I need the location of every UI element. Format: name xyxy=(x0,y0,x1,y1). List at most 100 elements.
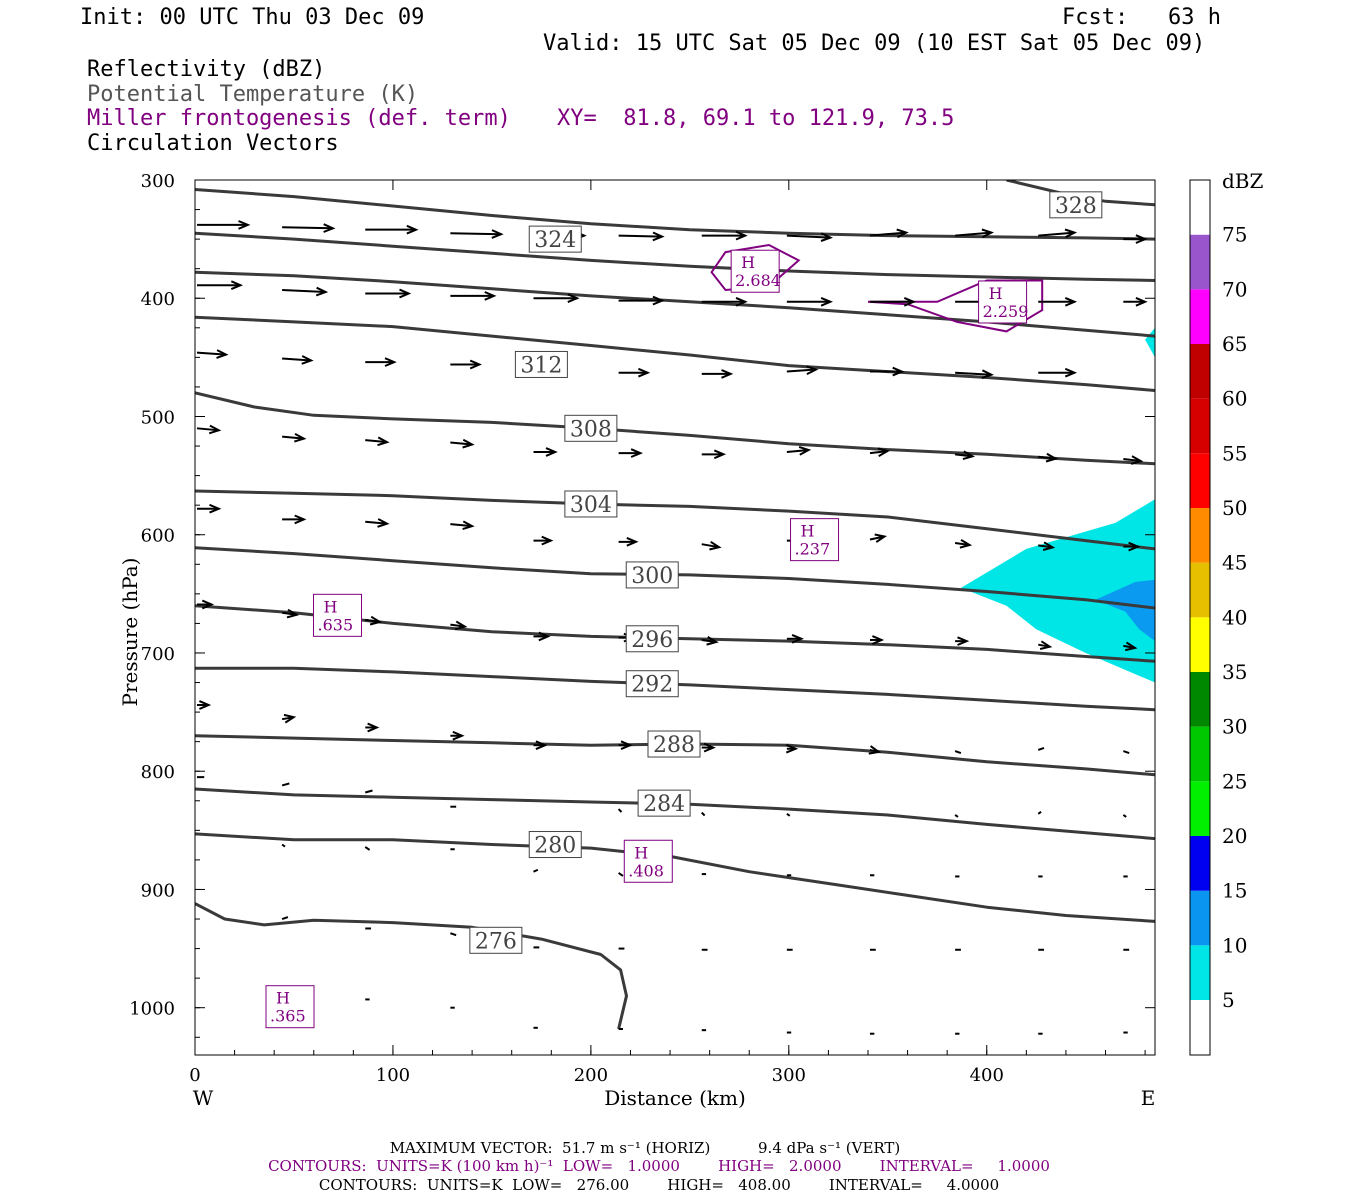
circulation-vector xyxy=(1123,641,1138,652)
theta-label-text: 284 xyxy=(643,792,685,817)
theta-label-text: 312 xyxy=(520,353,562,378)
vector-head xyxy=(230,280,244,291)
theta-contour-312 xyxy=(195,315,1155,392)
circulation-vector xyxy=(450,229,504,239)
vector-head xyxy=(981,369,994,380)
vector-head xyxy=(1064,296,1078,307)
vector-shaft xyxy=(954,453,973,458)
vector-shaft xyxy=(954,750,962,755)
circulation-vector xyxy=(365,357,397,367)
vector-head xyxy=(706,636,719,646)
theta-label-308: 308 xyxy=(564,414,618,442)
theta-contour-300 xyxy=(195,546,1155,610)
theta-label-box xyxy=(625,561,679,589)
circulation-vector xyxy=(786,365,819,375)
theta-label-text: 288 xyxy=(653,733,695,758)
vector-head xyxy=(538,631,551,642)
reflectivity-area-10dbz xyxy=(1095,579,1155,642)
colorbar-level-label: 50 xyxy=(1222,496,1247,520)
fronto-high-value: .635 xyxy=(318,615,354,634)
vector-head xyxy=(208,424,222,435)
vector-head xyxy=(791,633,804,644)
vector-head xyxy=(652,295,665,306)
theta-label-text: 304 xyxy=(570,493,612,518)
circulation-vector xyxy=(533,447,558,457)
circulation-vector xyxy=(786,812,791,817)
vector-head xyxy=(1042,541,1056,551)
circulation-vector xyxy=(1038,541,1056,551)
circulation-vector xyxy=(701,369,734,379)
vector-head xyxy=(294,514,307,525)
colorbar-level-label: 60 xyxy=(1222,387,1247,411)
theta-label-296: 296 xyxy=(625,625,679,653)
vector-head xyxy=(981,228,994,239)
vector-head xyxy=(1130,455,1144,465)
circulation-vector xyxy=(701,540,722,551)
y-tick-label: 700 xyxy=(141,644,175,665)
circulation-vector xyxy=(281,782,290,787)
circulation-vector xyxy=(786,633,804,644)
vector-head xyxy=(703,742,716,753)
vector-head xyxy=(872,635,885,645)
vector-shaft xyxy=(618,234,663,238)
forecast-hour: Fcst: 63 h xyxy=(1062,5,1221,30)
vector-shaft xyxy=(365,520,388,525)
theta-label-text: 292 xyxy=(631,673,673,698)
y-tick-label: 900 xyxy=(141,880,175,901)
vector-head xyxy=(209,503,222,514)
circulation-vector xyxy=(281,608,300,619)
colorbar-swatch xyxy=(1190,234,1210,290)
theta-contour-320 xyxy=(195,231,1155,282)
circulation-vector xyxy=(1038,367,1078,378)
vector-head xyxy=(896,228,909,239)
vector-head xyxy=(283,713,297,724)
y-tick-label: 600 xyxy=(141,526,175,547)
footer-theta-contours: CONTOURS: UNITS=K LOW= 276.00 HIGH= 408.… xyxy=(318,1176,1000,1194)
circulation-vector xyxy=(701,636,719,646)
colorbar-swatch xyxy=(1190,180,1210,235)
circulation-vector xyxy=(954,450,976,461)
circulation-vector xyxy=(869,533,888,543)
circulation-vector xyxy=(1038,296,1078,307)
fronto-high-3: H.635 xyxy=(313,593,363,637)
colorbar-level-label: 75 xyxy=(1222,223,1247,247)
colorbar-outline xyxy=(1189,179,1211,1056)
vector-shaft xyxy=(618,872,624,877)
vector-head xyxy=(806,365,819,375)
fronto-high-4: H.408 xyxy=(623,839,673,883)
circulation-vector xyxy=(785,743,799,754)
vector-head xyxy=(798,445,812,456)
circulation-vector xyxy=(618,231,665,242)
colorbar-swatch xyxy=(1190,344,1210,399)
vector-head xyxy=(626,536,639,547)
circulation-vector xyxy=(701,296,748,307)
colorbar-swatch xyxy=(1190,890,1210,946)
colorbar-unit: dBZ xyxy=(1222,169,1264,193)
vector-head xyxy=(462,520,475,531)
vector-head xyxy=(294,433,307,443)
vector-shaft xyxy=(364,846,371,851)
vector-shaft xyxy=(450,523,473,528)
circulation-vector xyxy=(1038,228,1078,239)
vector-head xyxy=(620,740,633,751)
circulation-vector xyxy=(281,916,289,920)
colorbar-level-label: 15 xyxy=(1222,879,1247,903)
circulation-vector xyxy=(701,811,706,817)
colorbar-swatch xyxy=(1190,562,1210,618)
circulation-vector xyxy=(364,789,373,794)
vector-head xyxy=(301,355,314,365)
circulation-vector xyxy=(618,367,651,378)
vector-head xyxy=(957,636,970,646)
vector-head xyxy=(959,539,973,549)
fronto-high-box xyxy=(978,280,1028,324)
theta-contour-280 xyxy=(195,832,1155,923)
vector-shaft xyxy=(786,812,791,817)
vector-shaft xyxy=(281,843,286,848)
init-time: Init: 00 UTC Thu 03 Dec 09 xyxy=(80,5,425,30)
circulation-vector xyxy=(365,224,419,235)
circulation-vector xyxy=(365,518,390,528)
circulation-vector xyxy=(450,932,457,937)
fronto-high-symbol: H xyxy=(276,989,290,1008)
circulation-vector xyxy=(1037,746,1045,751)
circulation-vector xyxy=(196,349,229,359)
